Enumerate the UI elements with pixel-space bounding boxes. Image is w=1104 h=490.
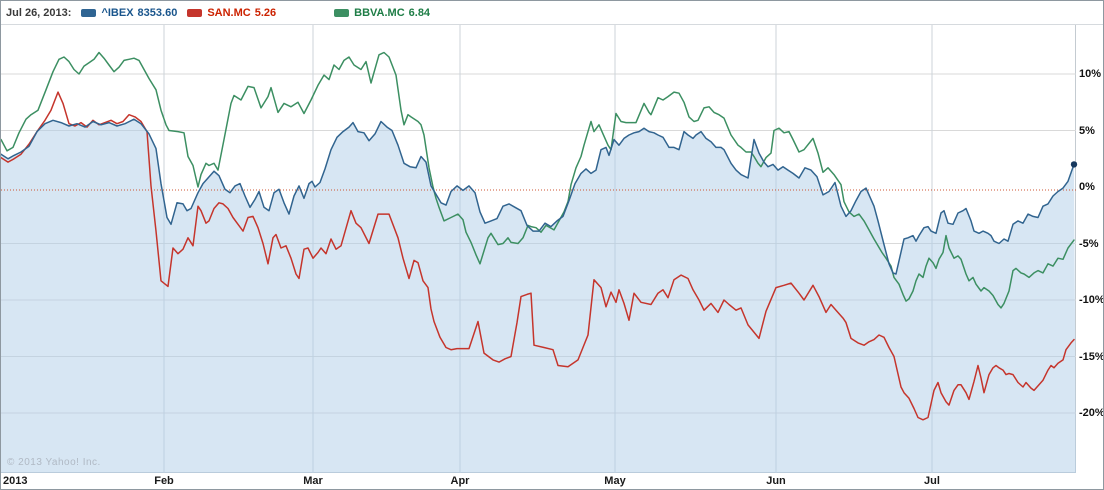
price-lines-canvas bbox=[1, 25, 1078, 473]
ibex-symbol: ^IBEX bbox=[101, 6, 134, 19]
san-quote: 5.26 bbox=[254, 6, 277, 19]
legend-item-bbva[interactable]: BBVA.MC 6.84 bbox=[334, 7, 430, 19]
ibex-quote: 8353.60 bbox=[137, 6, 178, 19]
quote-date-label: Jul 26, 2013: bbox=[6, 6, 72, 19]
x-tick-label: Jun bbox=[766, 475, 786, 487]
x-tick-label: Feb bbox=[154, 475, 174, 487]
y-tick-label: -20% bbox=[1079, 407, 1104, 419]
x-tick-label: Apr bbox=[450, 475, 470, 487]
x-tick-label: 2013 bbox=[3, 475, 28, 487]
chart-header: Jul 26, 2013: ^IBEX 8353.60 SAN.MC 5.26 … bbox=[1, 1, 1103, 25]
san-swatch-icon bbox=[187, 8, 203, 17]
x-tick-label: Jul bbox=[924, 475, 940, 487]
y-tick-label: -15% bbox=[1079, 350, 1104, 363]
y-axis-percent-labels: 10% 5% 0% -5% -10% -15% -20% bbox=[1076, 25, 1104, 473]
y-tick-label: -10% bbox=[1079, 294, 1104, 306]
y-tick-label: 0% bbox=[1079, 181, 1095, 193]
y-tick-label: 10% bbox=[1079, 68, 1102, 80]
bbva-swatch-icon bbox=[334, 8, 350, 17]
bbva-quote: 6.84 bbox=[408, 6, 431, 19]
legend-item-ibex[interactable]: ^IBEX 8353.60 bbox=[81, 7, 177, 19]
copyright-watermark: © 2013 Yahoo! Inc. bbox=[7, 457, 101, 468]
plot-area[interactable]: © 2013 Yahoo! Inc. bbox=[1, 25, 1078, 473]
x-tick-label: May bbox=[604, 475, 626, 487]
legend-item-san[interactable]: SAN.MC 5.26 bbox=[187, 7, 276, 19]
bbva-symbol: BBVA.MC bbox=[354, 6, 405, 19]
x-tick-label: Mar bbox=[303, 475, 323, 487]
y-tick-label: -5% bbox=[1079, 237, 1099, 250]
x-axis-month-labels: 2013 Feb Mar Apr May Jun Jul bbox=[1, 473, 1103, 489]
san-symbol: SAN.MC bbox=[207, 6, 251, 19]
ibex-swatch-icon bbox=[81, 8, 97, 17]
y-tick-label: 5% bbox=[1079, 124, 1095, 137]
